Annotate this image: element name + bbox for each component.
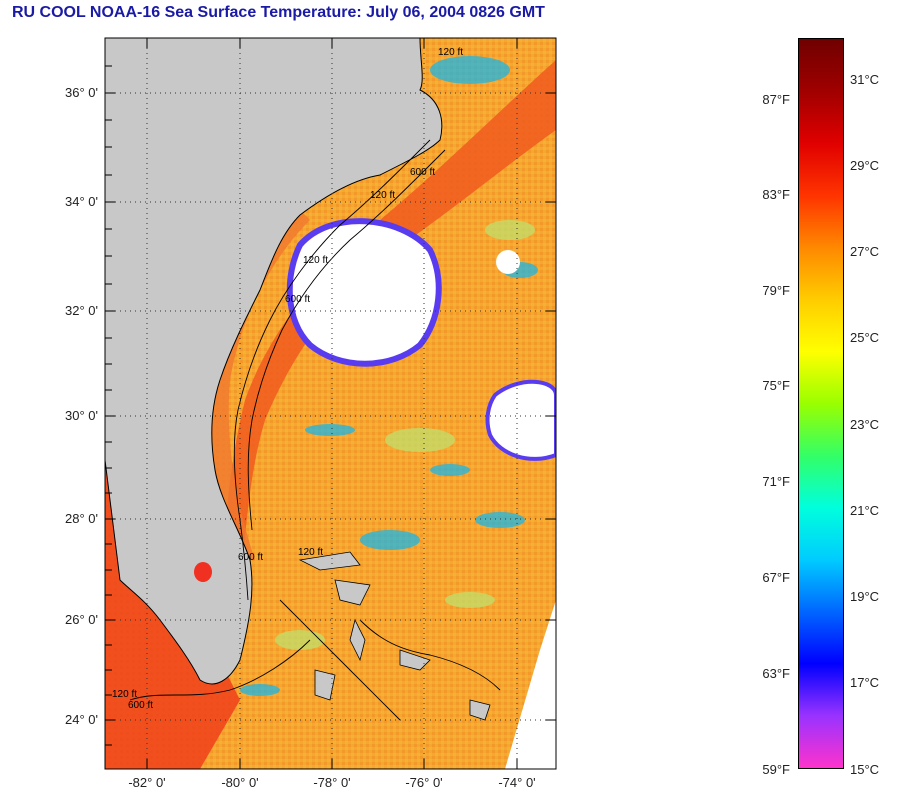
longitude-label: -82° 0' [128,775,166,790]
latitude-label: 30° 0' [65,408,98,423]
celsius-label: 31°C [850,72,880,87]
map-frame [104,37,557,770]
isobath-label: 120 ft [298,547,323,558]
longitude-label: -80° 0' [221,775,259,790]
isobath-label: 120 ft [370,190,395,201]
fahrenheit-label: 83°F [762,187,790,202]
celsius-label: 17°C [850,675,880,690]
light-green-patches [275,220,535,650]
axis-ticks [105,38,556,769]
cool-water-patches [240,56,538,696]
cloud-mask-large [286,218,442,367]
cloud-mask-east [485,379,556,461]
isobath-contours [129,139,501,721]
celsius-label: 23°C [850,417,880,432]
fahrenheit-label: 79°F [762,283,790,298]
isobath-label: 120 ft [112,689,137,700]
isobath-label: 120 ft [303,255,328,266]
latitude-label: 28° 0' [65,511,98,526]
temperature-colorbar [798,38,844,769]
cloud-mask-small [496,250,520,274]
grid-lines [105,38,556,769]
gulf-stream [220,60,556,600]
isobath-label: 600 ft [128,700,153,711]
latitude-label: 34° 0' [65,194,98,209]
fahrenheit-label: 63°F [762,666,790,681]
celsius-label: 19°C [850,589,880,604]
latitude-label: 26° 0' [65,612,98,627]
fahrenheit-label: 75°F [762,378,790,393]
bahamas-islands [298,551,491,721]
celsius-label: 29°C [850,158,880,173]
fahrenheit-label: 87°F [762,92,790,107]
celsius-label: 21°C [850,503,880,518]
isobath-label: 600 ft [410,167,435,178]
latitude-label: 24° 0' [65,712,98,727]
isobath-label: 120 ft [438,47,463,58]
celsius-label: 25°C [850,330,880,345]
fahrenheit-label: 59°F [762,762,790,777]
longitude-label: -78° 0' [313,775,351,790]
latitude-label: 36° 0' [65,85,98,100]
celsius-label: 15°C [850,762,880,777]
isobath-label: 600 ft [285,294,310,305]
longitude-label: -74° 0' [498,775,536,790]
celsius-label: 27°C [850,244,880,259]
fahrenheit-label: 71°F [762,474,790,489]
lake-okeechobee [194,562,212,582]
longitude-label: -76° 0' [405,775,443,790]
no-data-region [505,600,556,769]
latitude-label: 32° 0' [65,303,98,318]
fahrenheit-label: 67°F [762,570,790,585]
isobath-label: 600 ft [238,552,263,563]
map-title: RU COOL NOAA-16 Sea Surface Temperature:… [12,4,545,21]
